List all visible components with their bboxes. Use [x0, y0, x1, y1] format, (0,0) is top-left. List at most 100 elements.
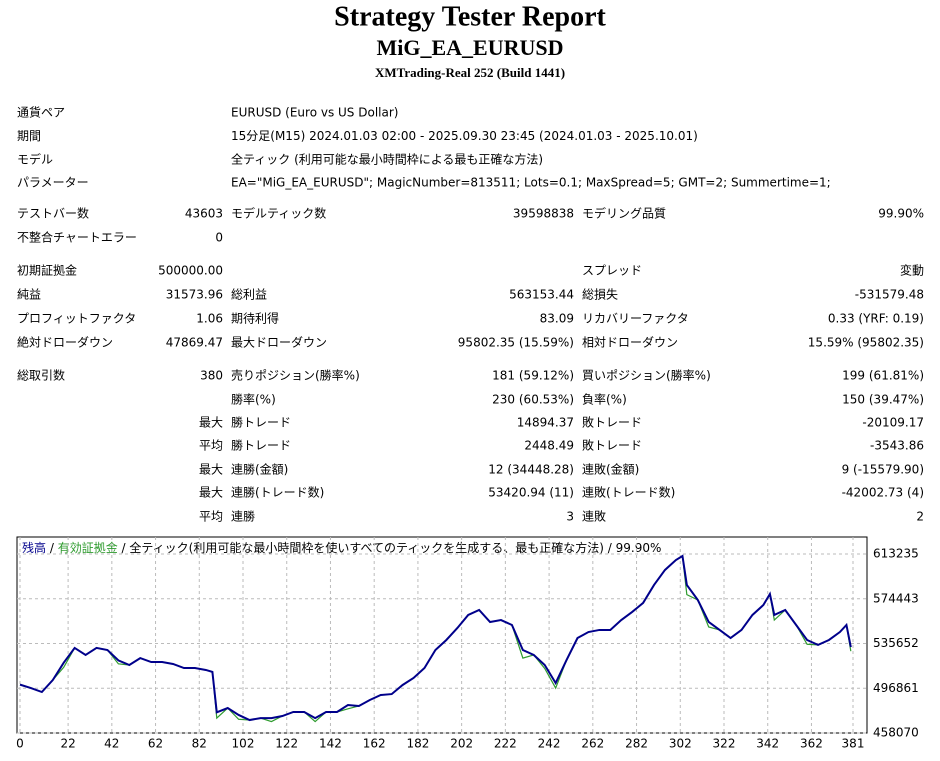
stat-value: 563153.44	[509, 288, 574, 302]
stat-value: 最大	[199, 486, 223, 500]
stat-label: 連敗	[582, 509, 606, 524]
stat-value: 3	[566, 510, 574, 524]
y-tick-label: 535652	[873, 636, 919, 650]
x-tick-label: 102	[232, 737, 255, 751]
stat-label: モデリング品質	[582, 206, 666, 221]
stat-label: 敗トレード	[582, 415, 642, 430]
stat-label: 勝トレード	[231, 438, 291, 453]
stat-value: 9 (-15579.90)	[842, 463, 924, 477]
legend-entry: / 全ティック(利用可能な最小時間枠を使いすべてのティックを生成する、最も正確な…	[118, 540, 662, 555]
stat-value: -531579.48	[855, 288, 924, 302]
stat-value: 14894.37	[517, 416, 574, 430]
stat-value: 83.09	[540, 312, 574, 326]
x-tick-label: 62	[148, 737, 163, 751]
stat-value: 199 (61.81%)	[842, 369, 924, 383]
stat-value: 95802.35 (15.59%)	[458, 336, 574, 350]
series-line	[19, 554, 852, 722]
stat-value: 1.06	[196, 312, 223, 326]
y-tick-label: 613235	[873, 547, 919, 561]
x-tick-label: 202	[450, 737, 473, 751]
stat-label: 連勝	[231, 509, 255, 524]
stat-value: 変動	[900, 263, 924, 278]
stat-label: 不整合チャートエラー	[17, 230, 137, 245]
stat-value: 53420.94 (11)	[488, 486, 574, 500]
stat-label: 連敗(金額)	[582, 462, 639, 477]
stat-value: 0.33 (YRF: 0.19)	[828, 312, 924, 326]
x-tick-label: 362	[800, 737, 823, 751]
x-tick-label: 282	[625, 737, 648, 751]
info-label: パラメーター	[17, 176, 89, 190]
info-value: EURUSD (Euro vs US Dollar)	[231, 106, 398, 120]
legend-entry: /	[46, 541, 58, 555]
legend-entry: 残高	[22, 540, 46, 555]
x-tick-label: 122	[275, 737, 298, 751]
legend: 残高 / 有効証拠金 / 全ティック(利用可能な最小時間枠を使いすべてのティック…	[22, 540, 661, 555]
x-tick-label: 22	[60, 737, 75, 751]
stat-value: 380	[200, 369, 223, 383]
x-tick-label: 42	[104, 737, 119, 751]
stat-label: 連勝(金額)	[231, 462, 288, 477]
info-value: 15分足(M15) 2024.01.03 02:00 - 2025.09.30 …	[231, 129, 698, 143]
stat-value: 230 (60.53%)	[492, 393, 574, 407]
stat-label: 負率(%)	[582, 392, 627, 407]
y-tick-label: 574443	[873, 591, 919, 605]
stat-value: 150 (39.47%)	[842, 393, 924, 407]
info-label: 通貨ペア	[17, 105, 65, 120]
subtitle: MiG_EA_EURUSD	[376, 35, 563, 60]
stat-label: モデルティック数	[231, 206, 326, 221]
stat-value: 最大	[199, 463, 223, 477]
stat-label: プロフィットファクタ	[17, 312, 136, 326]
info-label: 期間	[17, 129, 41, 143]
stat-label: 買いポジション(勝率%)	[582, 368, 711, 383]
stat-value: 12 (34448.28)	[488, 463, 574, 477]
info-value: 全ティック (利用可能な最小時間枠による最も正確な方法)	[231, 151, 543, 166]
stat-value: 500000.00	[158, 264, 223, 278]
stat-label: テストバー数	[17, 206, 89, 221]
x-tick-label: 222	[494, 737, 517, 751]
stat-value: 15.59% (95802.35)	[808, 336, 924, 350]
stat-value: 31573.96	[166, 288, 223, 302]
stat-label: 総取引数	[17, 368, 65, 383]
stat-label: 総利益	[231, 288, 267, 302]
stat-value: -20109.17	[862, 416, 924, 430]
stat-label: 期待利得	[231, 311, 279, 326]
stat-value: 最大	[199, 416, 223, 430]
stat-label: 純益	[17, 288, 41, 302]
stat-value: 99.90%	[878, 207, 924, 221]
stat-value: 0	[215, 231, 223, 245]
y-tick-label: 496861	[873, 681, 919, 695]
y-tick-label: 458070	[873, 726, 919, 740]
stat-value: -3543.86	[870, 439, 924, 453]
stat-value: 181 (59.12%)	[492, 369, 574, 383]
x-tick-label: 162	[363, 737, 386, 751]
stat-value: 平均	[199, 439, 223, 453]
info-label: モデル	[17, 151, 53, 166]
x-tick-label: 242	[538, 737, 561, 751]
x-tick-label: 381	[842, 737, 865, 751]
stat-label: 勝率(%)	[231, 392, 276, 407]
stat-label: 総損失	[582, 287, 618, 302]
stat-value: 47869.47	[166, 336, 223, 350]
stat-label: 勝トレード	[231, 415, 291, 430]
x-tick-label: 262	[581, 737, 604, 751]
stat-label: 連敗(トレード数)	[582, 485, 675, 500]
stat-label: 連勝(トレード数)	[231, 485, 324, 500]
stat-label: リカバリーファクタ	[582, 312, 689, 326]
x-tick-label: 322	[713, 737, 736, 751]
stat-value: 平均	[199, 510, 223, 524]
stat-label: 最大ドローダウン	[231, 335, 327, 350]
stat-value: 43603	[185, 207, 223, 221]
x-tick-label: 302	[669, 737, 692, 751]
stat-label: 相対ドローダウン	[582, 335, 678, 350]
stat-value: 2	[916, 510, 924, 524]
info-value: EA="MiG_EA_EURUSD"; MagicNumber=813511; …	[231, 176, 831, 190]
stat-label: 絶対ドローダウン	[17, 335, 113, 350]
stat-label: 初期証拠金	[17, 263, 77, 278]
x-tick-label: 342	[756, 737, 779, 751]
build: XMTrading-Real 252 (Build 1441)	[375, 65, 565, 80]
title: Strategy Tester Report	[334, 1, 606, 32]
x-tick-label: 142	[319, 737, 342, 751]
stat-value: 2448.49	[524, 439, 574, 453]
stat-value: -42002.73 (4)	[842, 486, 924, 500]
